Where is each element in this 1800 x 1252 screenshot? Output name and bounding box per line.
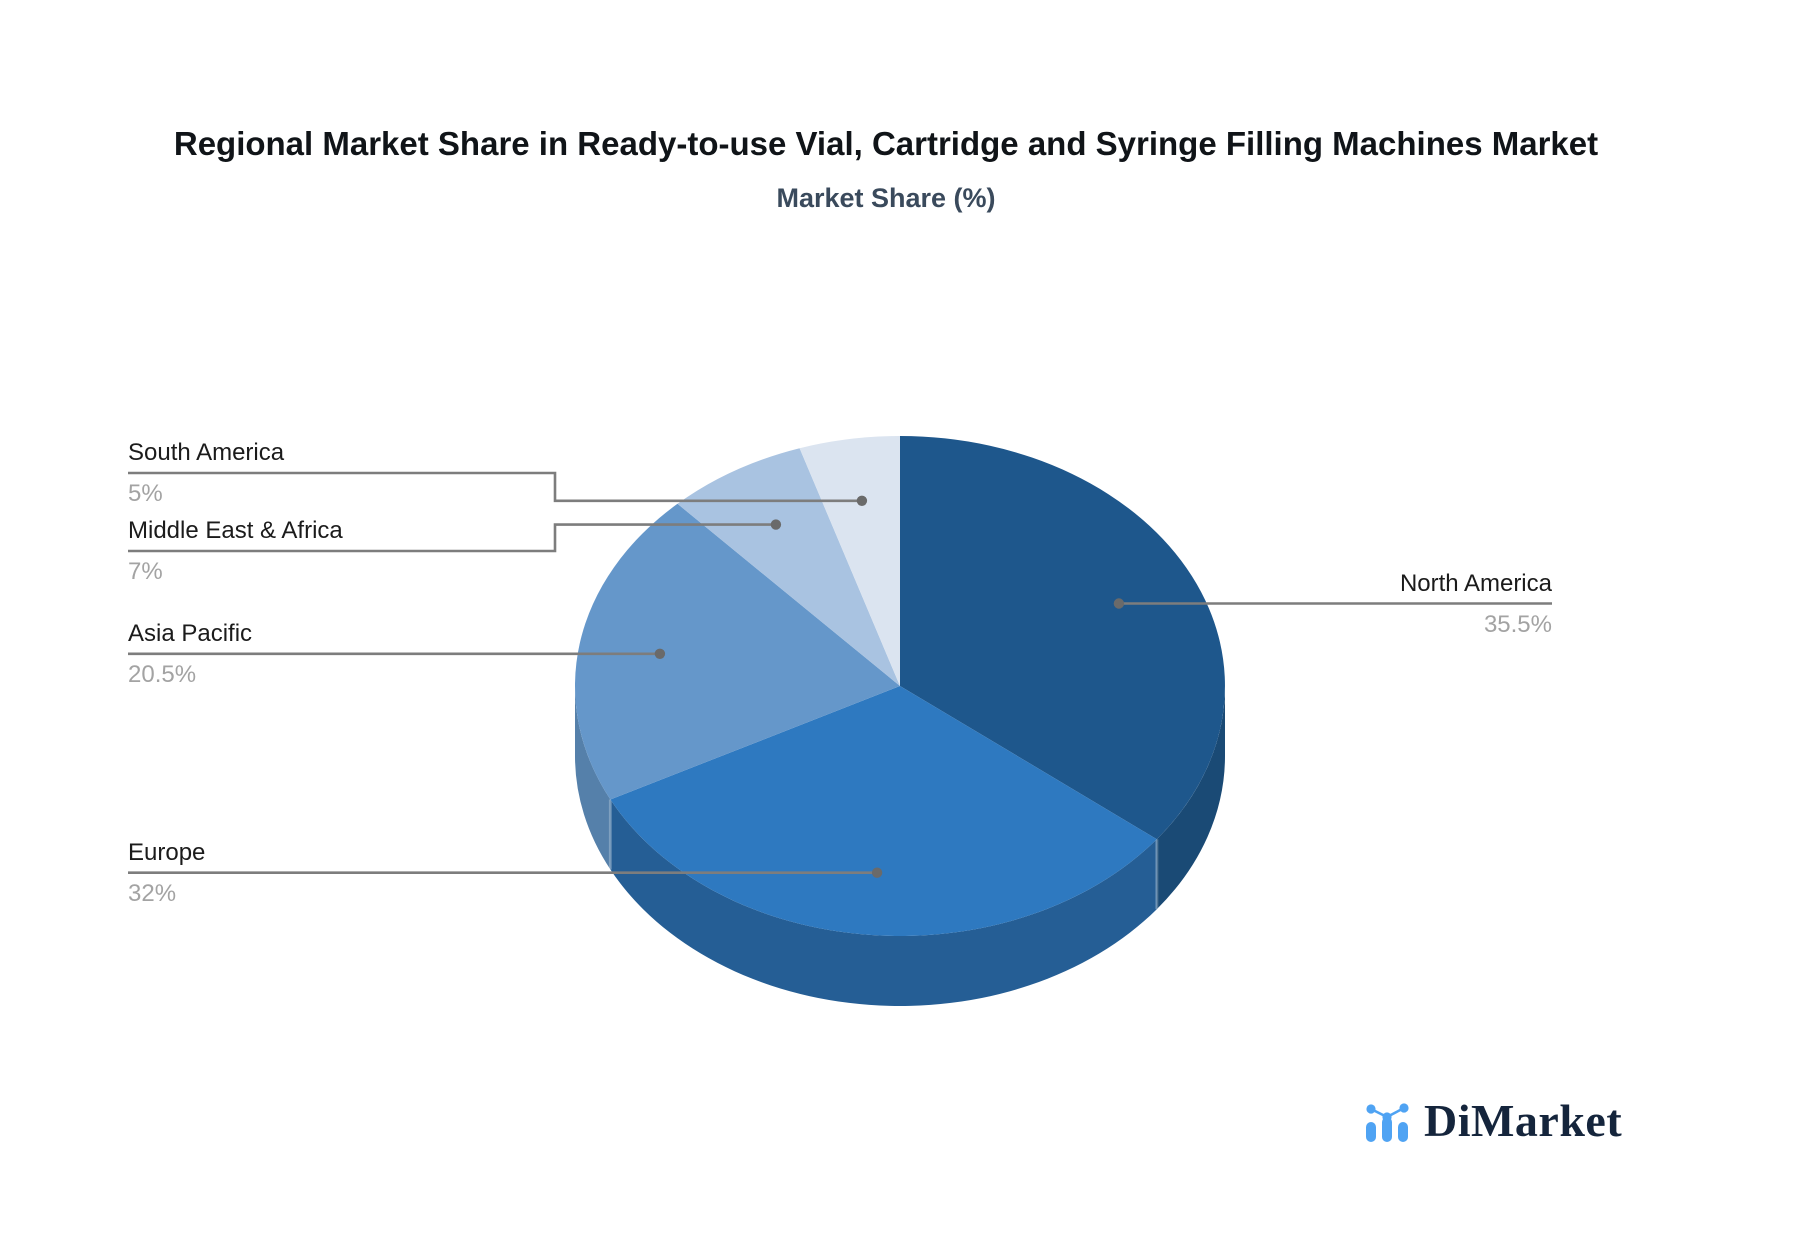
callout-label-europe: Europe	[128, 838, 206, 866]
callout-label-south-america: South America	[128, 439, 285, 466]
callout-value-asia-pacific: 20.5%	[128, 660, 197, 688]
leader-dot-asia-pacific	[654, 648, 666, 659]
callout-label-middle-east-africa: Middle East & Africa	[128, 517, 343, 544]
callout-value-middle-east-africa: 7%	[128, 558, 163, 585]
callout-label-north-america: North America	[1399, 569, 1552, 597]
pie-slice-side-asia-pacific	[575, 686, 611, 870]
callout-label-asia-pacific: Asia Pacific	[128, 619, 253, 647]
title-block: Regional Market Share in Ready-to-use Vi…	[0, 116, 1772, 214]
pie-slice-middle-east-africa	[677, 448, 900, 686]
leader-dot-europe	[871, 867, 883, 878]
callout-value-north-america: 35.5%	[1483, 610, 1552, 638]
dimarket-logo-icon	[1366, 1103, 1409, 1142]
page-title: Regional Market Share in Ready-to-use Vi…	[173, 125, 1599, 162]
leader-dot-south-america	[856, 495, 868, 506]
pie-slice-side-europe	[610, 799, 1157, 1006]
leader-line-middle-east-africa	[128, 523, 776, 553]
callout-value-europe: 32%	[128, 879, 177, 907]
dimarket-logo-text: DiMarket	[1424, 1095, 1623, 1146]
pie-slice-north-america	[900, 436, 1225, 840]
pie-slice-south-america	[799, 435, 900, 686]
pie-slice-side-north-america	[1156, 686, 1225, 910]
leader-dot-north-america	[1113, 598, 1125, 609]
chart-subtitle: Market Share (%)	[776, 182, 996, 213]
callout-value-south-america: 5%	[128, 480, 163, 507]
pie-slice-asia-pacific	[574, 503, 900, 800]
leader-dot-middle-east-africa	[770, 519, 782, 530]
leader-line-south-america	[128, 471, 862, 503]
dimarket-logo: DiMarket	[1364, 1096, 1622, 1144]
